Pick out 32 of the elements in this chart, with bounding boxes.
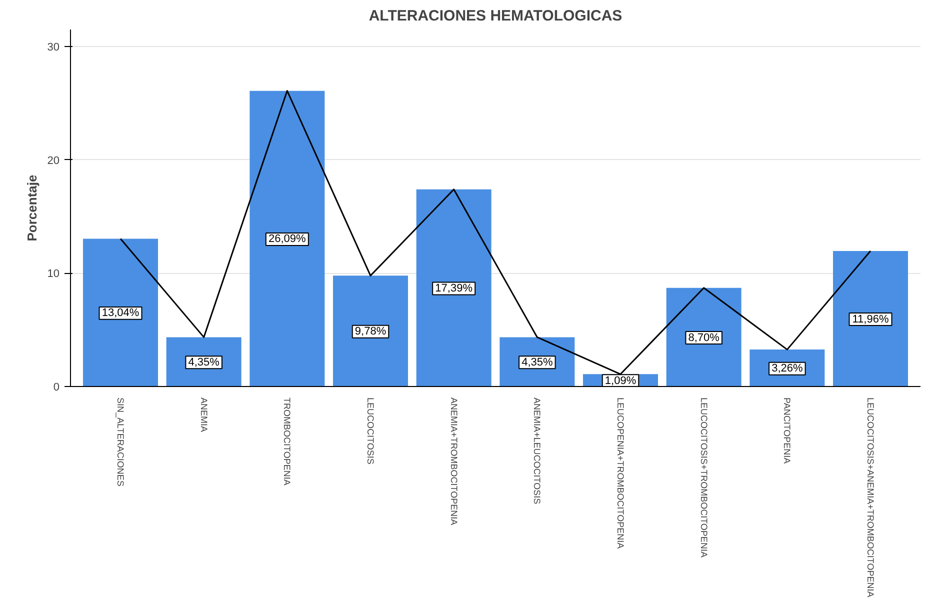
y-tick-label: 10: [47, 268, 60, 280]
bar: [333, 276, 408, 386]
y-axis-title: Porcentaje: [24, 174, 40, 242]
x-tick-label: TROMBOCITOPENIA: [282, 398, 292, 486]
data-label: 13,04%: [102, 307, 140, 320]
chart-title: ALTERACIONES HEMATOLOGICAS: [368, 8, 622, 24]
y-tick-label: 20: [47, 154, 60, 167]
data-label: 4,35%: [522, 356, 553, 368]
x-tick-label: LEUCOCITOSIS: [366, 398, 376, 464]
y-tick-label: 30: [47, 42, 60, 54]
x-tick-label: SIN_ALTERACIONES: [116, 398, 126, 486]
bar: [833, 250, 908, 386]
x-tick-label: LEUCOCITOSIS+ANEMIA+TROMBOCITOPENIA: [866, 398, 876, 598]
x-tick-label: ANEMIA+LEUCOCITOSIS: [532, 398, 542, 504]
x-tick-label: ANEMIA: [198, 398, 209, 432]
data-label: 17,39%: [435, 282, 473, 295]
data-label: 11,96%: [852, 313, 889, 326]
data-label: 4,35%: [188, 356, 220, 368]
x-tick-label: LEUCOCITOSIS+TROMBOCITOPENIA: [698, 398, 709, 558]
x-tick-label: ANEMIA+TROMBOCITOPENIA: [448, 398, 459, 526]
bar: [666, 288, 742, 386]
data-label: 26,09%: [268, 233, 306, 246]
data-label: 9,78%: [354, 326, 386, 338]
x-tick-label: PANCITOPENIA: [782, 398, 792, 464]
x-tick-label: LEUCOPENIA+TROMBOCITOPENIA: [616, 398, 626, 549]
data-label: 3,26%: [772, 362, 803, 375]
bar: [83, 238, 158, 386]
y-tick-label: 0: [53, 382, 60, 394]
bar: [250, 90, 325, 386]
data-label: 1,09%: [604, 374, 636, 387]
bar: [416, 189, 492, 386]
data-label: 8,70%: [688, 332, 720, 344]
